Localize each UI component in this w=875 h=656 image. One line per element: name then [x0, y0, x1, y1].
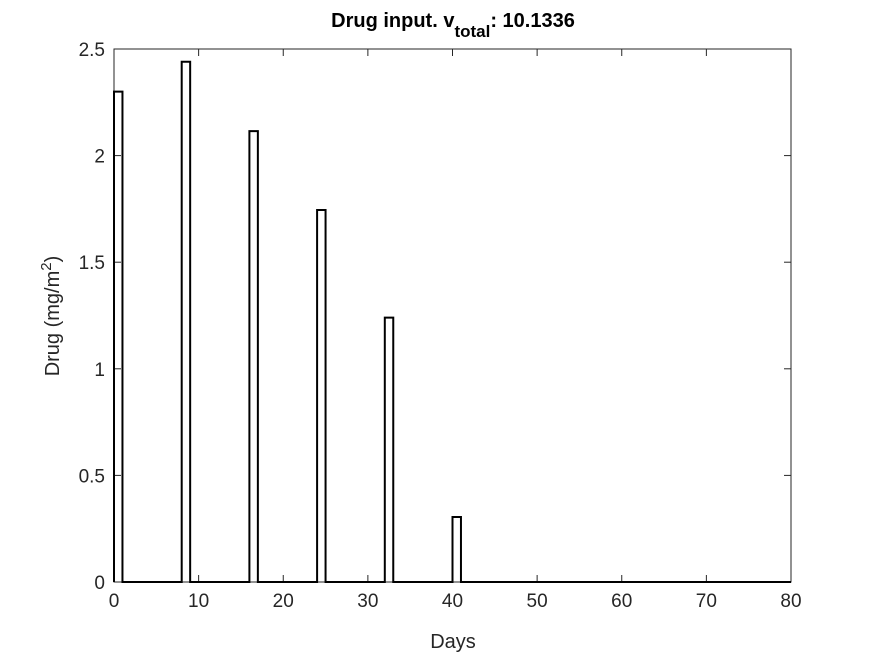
y-tick-label: 2 — [94, 147, 105, 168]
y-tick-label: 0.5 — [79, 466, 105, 487]
plot-area — [113, 48, 792, 583]
drug-dose-series-line — [113, 60, 791, 583]
axis-ticks — [113, 48, 792, 583]
x-tick-label: 70 — [696, 591, 717, 612]
y-axis-label: Drug (mg/m2) — [38, 256, 65, 377]
y-tick-labels: 0 0.5 1 1.5 2 2.5 — [79, 40, 105, 594]
x-axis-label: Days — [430, 631, 476, 653]
chart-title: Drug input. vtotal: 10.1336 — [331, 10, 575, 41]
y-tick-label: 1.5 — [79, 253, 105, 274]
x-tick-label: 80 — [780, 591, 801, 612]
x-tick-label: 60 — [611, 591, 632, 612]
y-tick-label: 2.5 — [79, 40, 105, 61]
x-tick-label: 20 — [273, 591, 294, 612]
x-tick-label: 10 — [188, 591, 209, 612]
x-tick-label: 0 — [109, 591, 120, 612]
y-tick-label: 1 — [94, 360, 105, 381]
x-tick-label: 50 — [527, 591, 548, 612]
y-tick-label: 0 — [94, 573, 105, 594]
x-tick-label: 30 — [357, 591, 378, 612]
x-tick-labels: 0 10 20 30 40 50 60 70 80 — [109, 591, 802, 612]
x-tick-label: 40 — [442, 591, 463, 612]
